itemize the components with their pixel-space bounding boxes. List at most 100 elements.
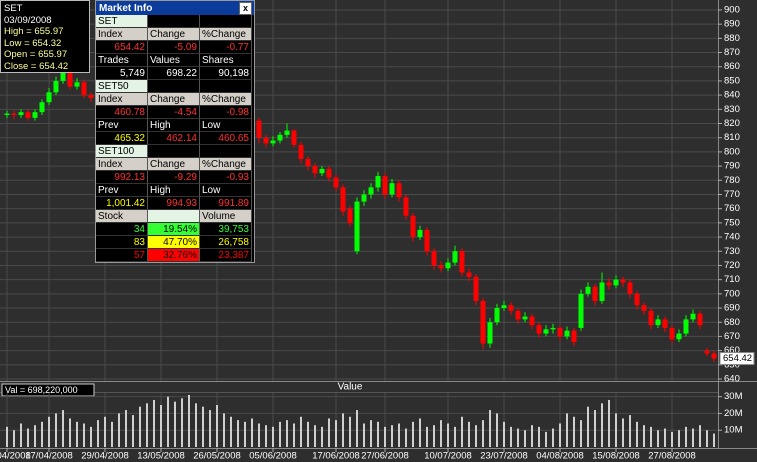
- volume-bar: [237, 420, 239, 447]
- candle-body: [690, 313, 696, 320]
- y-tick-label: 770: [724, 189, 740, 200]
- y-tick-label: 10M: [724, 425, 743, 436]
- volume-bar: [265, 425, 267, 447]
- empty-cell: [200, 145, 252, 158]
- volume-bar: [76, 421, 78, 447]
- value-cell: 992.13: [96, 171, 148, 184]
- value-cell: 465.32: [96, 132, 148, 145]
- volume-bar: [272, 426, 274, 447]
- candle-body: [599, 282, 605, 301]
- candle-body: [263, 137, 269, 144]
- candle-body: [648, 310, 654, 326]
- x-tick-label: 03/04/2008: [0, 451, 31, 462]
- candle-body: [557, 327, 563, 337]
- volume-bar: [531, 425, 533, 447]
- volume-bar: [125, 410, 127, 447]
- volume-bar: [615, 413, 617, 447]
- candle-body: [46, 92, 52, 103]
- volume-bar: [419, 418, 421, 447]
- volume-bar: [300, 416, 302, 447]
- volume-bar: [622, 418, 624, 447]
- candle-body: [340, 187, 346, 212]
- volume-bar: [181, 398, 183, 447]
- candle-body: [291, 130, 297, 145]
- x-tick-label: 26/05/2008: [193, 451, 241, 462]
- candle-body: [571, 330, 577, 343]
- candle-body: [4, 113, 10, 115]
- value-cell: -4.54: [148, 106, 200, 119]
- x-tick-label: 05/06/2008: [249, 451, 297, 462]
- candle-body: [529, 316, 535, 326]
- volume-bar: [496, 413, 498, 447]
- volume-title: Value: [338, 382, 363, 393]
- volume-bar: [356, 410, 358, 447]
- section-row: SET50: [96, 80, 254, 93]
- column-header: High: [148, 119, 200, 132]
- stock-count: 83: [96, 236, 148, 249]
- volume-bar: [97, 420, 99, 447]
- volume-bar: [699, 425, 701, 447]
- candle-body: [655, 319, 661, 326]
- candle-body: [410, 215, 416, 238]
- volume-bar: [83, 423, 85, 447]
- x-tick-label: 27/08/2008: [648, 451, 696, 462]
- panel-title: Market Info: [99, 2, 153, 14]
- volume-bar: [468, 421, 470, 447]
- y-tick-label: 810: [724, 132, 740, 143]
- volume-bar: [174, 401, 176, 447]
- value-row: 460.78 -4.54 -0.98: [96, 106, 254, 119]
- candle-body: [277, 134, 283, 141]
- value-box: [1, 383, 95, 397]
- candle-body: [347, 208, 353, 223]
- candle-body: [389, 183, 395, 195]
- volume-bar: [489, 410, 491, 447]
- close-button[interactable]: x: [239, 2, 252, 15]
- volume-bar: [391, 425, 393, 447]
- candle-body: [515, 310, 521, 320]
- candle-body: [452, 251, 458, 263]
- volume-bar: [573, 416, 575, 447]
- volume-bar: [216, 405, 218, 447]
- column-header: %Change: [200, 158, 252, 171]
- empty-cell: [148, 15, 200, 28]
- candle-body: [74, 82, 80, 87]
- header-row: Index Change %Change: [96, 93, 254, 106]
- volume-bar: [664, 428, 666, 447]
- volume-bar: [132, 415, 134, 447]
- column-header: Shares: [200, 54, 252, 67]
- volume-bar: [454, 426, 456, 447]
- y-tick-label: 830: [724, 104, 740, 115]
- empty-cell: [148, 80, 200, 93]
- candle-body: [39, 102, 45, 113]
- volume-bar: [244, 421, 246, 447]
- candle-body: [508, 305, 514, 311]
- column-header: Change: [148, 28, 200, 41]
- y-tick-label: 760: [724, 203, 740, 214]
- volume-bar: [41, 421, 43, 447]
- header-row: Index Change %Change: [96, 28, 254, 41]
- candle-body: [361, 194, 367, 202]
- volume-bar: [594, 410, 596, 447]
- value-cell: 654.42: [96, 41, 148, 54]
- candle-body: [11, 113, 17, 115]
- empty-cell: [148, 145, 200, 158]
- candle-body: [620, 279, 626, 283]
- y-tick-label: 640: [724, 374, 740, 385]
- value-row: 992.13 -9.29 -0.93: [96, 171, 254, 184]
- ohlc-line: Close = 654.42: [4, 60, 69, 72]
- candle-body: [634, 293, 640, 306]
- volume-bar: [195, 403, 197, 447]
- candle-body: [550, 327, 556, 330]
- stock-volume: 39,753: [200, 223, 252, 236]
- candle-body: [270, 140, 276, 144]
- column-header: Volume: [200, 210, 252, 223]
- value-cell: -0.98: [200, 106, 252, 119]
- symbol: SET: [4, 3, 23, 14]
- volume-bar: [384, 426, 386, 447]
- y-tick-label: 850: [724, 75, 740, 86]
- stock-row: 34 19.54% 39,753: [96, 223, 254, 236]
- candle-body: [60, 72, 66, 81]
- stock-volume: 23,387: [200, 249, 252, 262]
- volume-bar: [286, 420, 288, 447]
- candle-body: [697, 313, 703, 326]
